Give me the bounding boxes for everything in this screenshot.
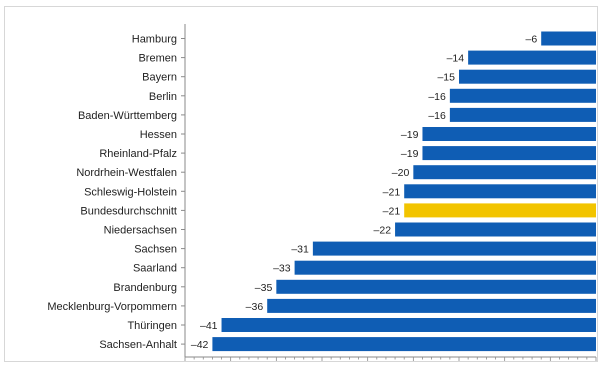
category-label: Bundesdurchschnitt	[80, 205, 177, 217]
value-label: –20	[392, 167, 410, 179]
category-label: Mecklenburg-Vorpommern	[47, 301, 177, 313]
category-label: Niedersachsen	[104, 225, 177, 237]
category-label: Saarland	[133, 263, 177, 275]
value-label: –19	[401, 148, 419, 160]
category-label: Schleswig-Holstein	[84, 186, 177, 198]
bar-hessen	[422, 127, 596, 141]
bar-bayern	[459, 69, 596, 84]
bar-sachsen	[312, 241, 596, 256]
category-label: Hessen	[140, 129, 177, 141]
value-label: –35	[255, 282, 273, 294]
value-label: –16	[428, 110, 446, 122]
category-label: Berlin	[149, 91, 177, 103]
bar-sachsen-anhalt	[212, 337, 596, 352]
bar-nordrhein-westfalen	[413, 165, 596, 180]
value-label: –31	[291, 244, 309, 256]
value-label: –36	[246, 301, 264, 313]
category-label: Brandenburg	[113, 282, 177, 294]
bar-mecklenburg-vorpommern	[267, 298, 596, 313]
bar-schleswig-holstein	[404, 184, 596, 199]
value-label: –6	[526, 34, 538, 46]
category-label: Baden-Württemberg	[78, 110, 177, 122]
bar-bundesdurchschnitt	[404, 203, 596, 218]
category-label: Bremen	[138, 53, 177, 65]
bar-baden-württemberg	[449, 107, 596, 122]
value-label: –42	[191, 339, 209, 351]
bar-saarland	[294, 260, 596, 275]
value-label: –15	[437, 72, 455, 84]
value-label: –41	[200, 320, 218, 332]
category-label: Sachsen	[134, 244, 177, 256]
value-label: –21	[383, 186, 401, 198]
value-labels: –6–14–15–16–16–19–19–20–21–21–22–31–33–3…	[191, 34, 537, 352]
category-label: Hamburg	[132, 34, 177, 46]
category-label: Nordrhein-Westfalen	[76, 167, 177, 179]
value-label: –19	[401, 129, 419, 141]
bar-berlin	[449, 88, 596, 103]
category-labels: Hamburg Bremen Bayern Berlin Baden-Württembe…	[47, 34, 177, 352]
bar-rheinland-pfalz	[422, 146, 596, 161]
bar-brandenburg	[276, 279, 596, 294]
bars	[212, 31, 597, 352]
value-label: –21	[383, 205, 401, 217]
value-label: –22	[374, 225, 392, 237]
bar-bremen	[468, 50, 596, 65]
bar-thüringen	[221, 318, 597, 332]
category-label: Sachsen-Anhalt	[99, 339, 177, 351]
value-label: –14	[447, 53, 465, 65]
value-label: –16	[428, 91, 446, 103]
value-label: –33	[273, 263, 291, 275]
category-label: Thüringen	[127, 320, 177, 332]
bar-hamburg	[541, 31, 596, 46]
category-label: Rheinland-Pfalz	[99, 148, 177, 160]
x-axis-ticks	[181, 38, 597, 361]
bar-niedersachsen	[395, 222, 596, 237]
category-label: Bayern	[142, 72, 177, 84]
